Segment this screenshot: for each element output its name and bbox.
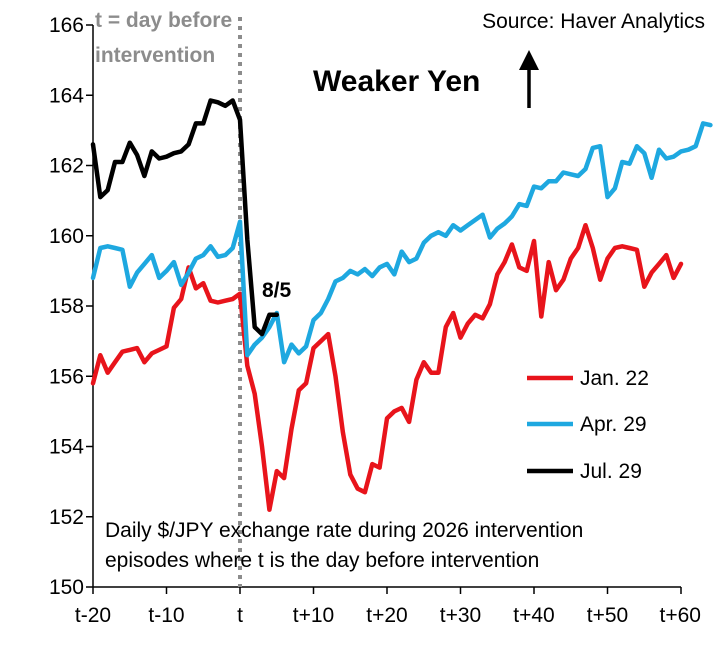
endpoint-label-8-5: 8/5 — [262, 279, 292, 302]
intervention-marker-label: t = day before — [95, 9, 232, 32]
y-ticks: 150 152 154 156 158 160 162 164 166 — [49, 14, 93, 599]
weaker-yen-label: Weaker Yen — [313, 65, 480, 98]
y-tick-label: 156 — [49, 365, 84, 388]
y-tick-label: 164 — [49, 84, 84, 107]
series-line-jan-22 — [90, 222, 684, 512]
x-tick-label: t+20 — [366, 604, 407, 627]
y-tick-label: 162 — [49, 155, 84, 178]
chart-note-line2: episodes where t is the day before inter… — [105, 549, 539, 572]
x-tick-label: t — [237, 604, 243, 627]
x-tick-label: t+30 — [440, 604, 481, 627]
y-tick-label: 152 — [49, 506, 84, 529]
x-tick-label: t+60 — [660, 604, 701, 627]
x-tick-label: t+10 — [293, 604, 334, 627]
y-tick-label: 158 — [49, 295, 84, 318]
x-ticks: t-20 t-10 t t+10 t+20 t+30 t+40 t+50 t+60 — [75, 587, 701, 627]
y-tick-label: 166 — [49, 14, 84, 37]
legend-label-jul-29: Jul. 29 — [580, 460, 642, 483]
y-tick-label: 150 — [49, 576, 84, 599]
legend-label-apr-29: Apr. 29 — [580, 413, 647, 436]
x-tick-label: t+40 — [513, 604, 554, 627]
series-lines — [90, 98, 713, 512]
legend-label-jan-22: Jan. 22 — [580, 367, 649, 390]
intervention-marker-label-line2: intervention — [95, 44, 215, 67]
up-arrow-icon — [519, 50, 539, 108]
x-tick-label: t+50 — [587, 604, 628, 627]
legend: Jan. 22 Apr. 29 Jul. 29 — [527, 367, 649, 483]
y-tick-label: 160 — [49, 225, 84, 248]
series-line-jul-29 — [90, 98, 280, 337]
x-tick-label: t-10 — [148, 604, 184, 627]
series-line-apr-29 — [90, 121, 713, 365]
y-tick-label: 154 — [49, 436, 84, 459]
x-tick-label: t-20 — [75, 604, 111, 627]
axes: 150 152 154 156 158 160 162 164 166 t-20 t-10 t t+1… — [49, 14, 701, 627]
source-label: Source: Haver Analytics — [482, 10, 705, 33]
chart-note-line1: Daily $/JPY exchange rate during 2026 in… — [105, 519, 583, 542]
